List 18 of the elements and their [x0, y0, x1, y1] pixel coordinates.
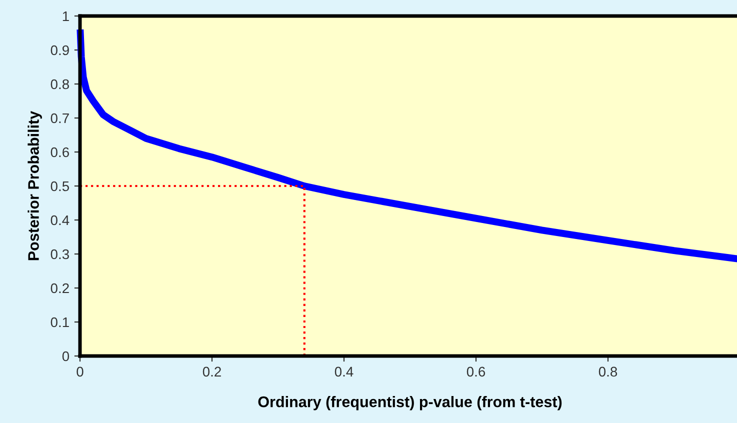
x-tick-label: 0.4 [334, 366, 354, 377]
x-tick-label: 0.6 [466, 366, 486, 377]
y-tick-label: 0 [62, 351, 70, 362]
y-tick-label: 0.3 [50, 249, 69, 260]
y-tick-label: 0.1 [50, 317, 69, 328]
y-axis-title: Posterior Probability [28, 110, 42, 260]
y-tick-label: 0.6 [50, 147, 69, 158]
x-axis-title: Ordinary (frequentist) p-value (from t-test) [258, 396, 562, 410]
y-tick-label: 0.4 [50, 215, 70, 226]
y-tick-label: 0.7 [50, 113, 69, 124]
y-tick-label: 1 [62, 11, 69, 22]
x-tick-label: 0.2 [202, 366, 221, 377]
y-tick-label: 0.5 [50, 181, 70, 192]
y-tick-label: 0.9 [50, 45, 69, 56]
y-tick-label: 0.2 [50, 283, 69, 294]
x-tick-label: 0.8 [598, 366, 618, 377]
x-tick-label: 0 [76, 366, 84, 377]
y-tick-label: 0.8 [50, 79, 69, 90]
